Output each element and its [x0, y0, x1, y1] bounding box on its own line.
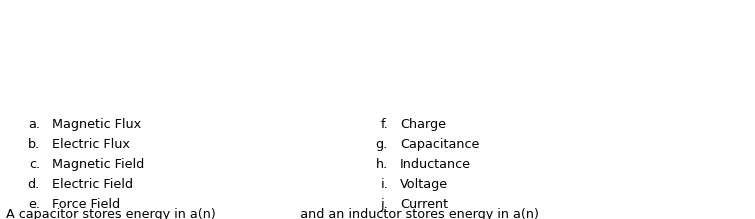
Text: c.: c.	[29, 158, 40, 171]
Text: Force Field: Force Field	[52, 198, 120, 211]
Text: Electric Flux: Electric Flux	[52, 138, 130, 151]
Text: Inductance: Inductance	[400, 158, 471, 171]
Text: Magnetic Field: Magnetic Field	[52, 158, 144, 171]
Text: i.: i.	[381, 178, 388, 191]
Text: Capacitance: Capacitance	[400, 138, 479, 151]
Text: g.: g.	[376, 138, 388, 151]
Text: b.: b.	[28, 138, 40, 151]
Text: j.: j.	[381, 198, 388, 211]
Text: Magnetic Flux: Magnetic Flux	[52, 118, 141, 131]
Text: f.: f.	[381, 118, 388, 131]
Text: a.: a.	[28, 118, 40, 131]
Text: h.: h.	[376, 158, 388, 171]
Text: Charge: Charge	[400, 118, 446, 131]
Text: d.: d.	[28, 178, 40, 191]
Text: Current: Current	[400, 198, 448, 211]
Text: Voltage: Voltage	[400, 178, 448, 191]
Text: e.: e.	[28, 198, 40, 211]
Text: A capacitor stores energy in a(n) ____________ and an inductor stores energy in : A capacitor stores energy in a(n) ______…	[6, 208, 539, 219]
Text: Electric Field: Electric Field	[52, 178, 133, 191]
